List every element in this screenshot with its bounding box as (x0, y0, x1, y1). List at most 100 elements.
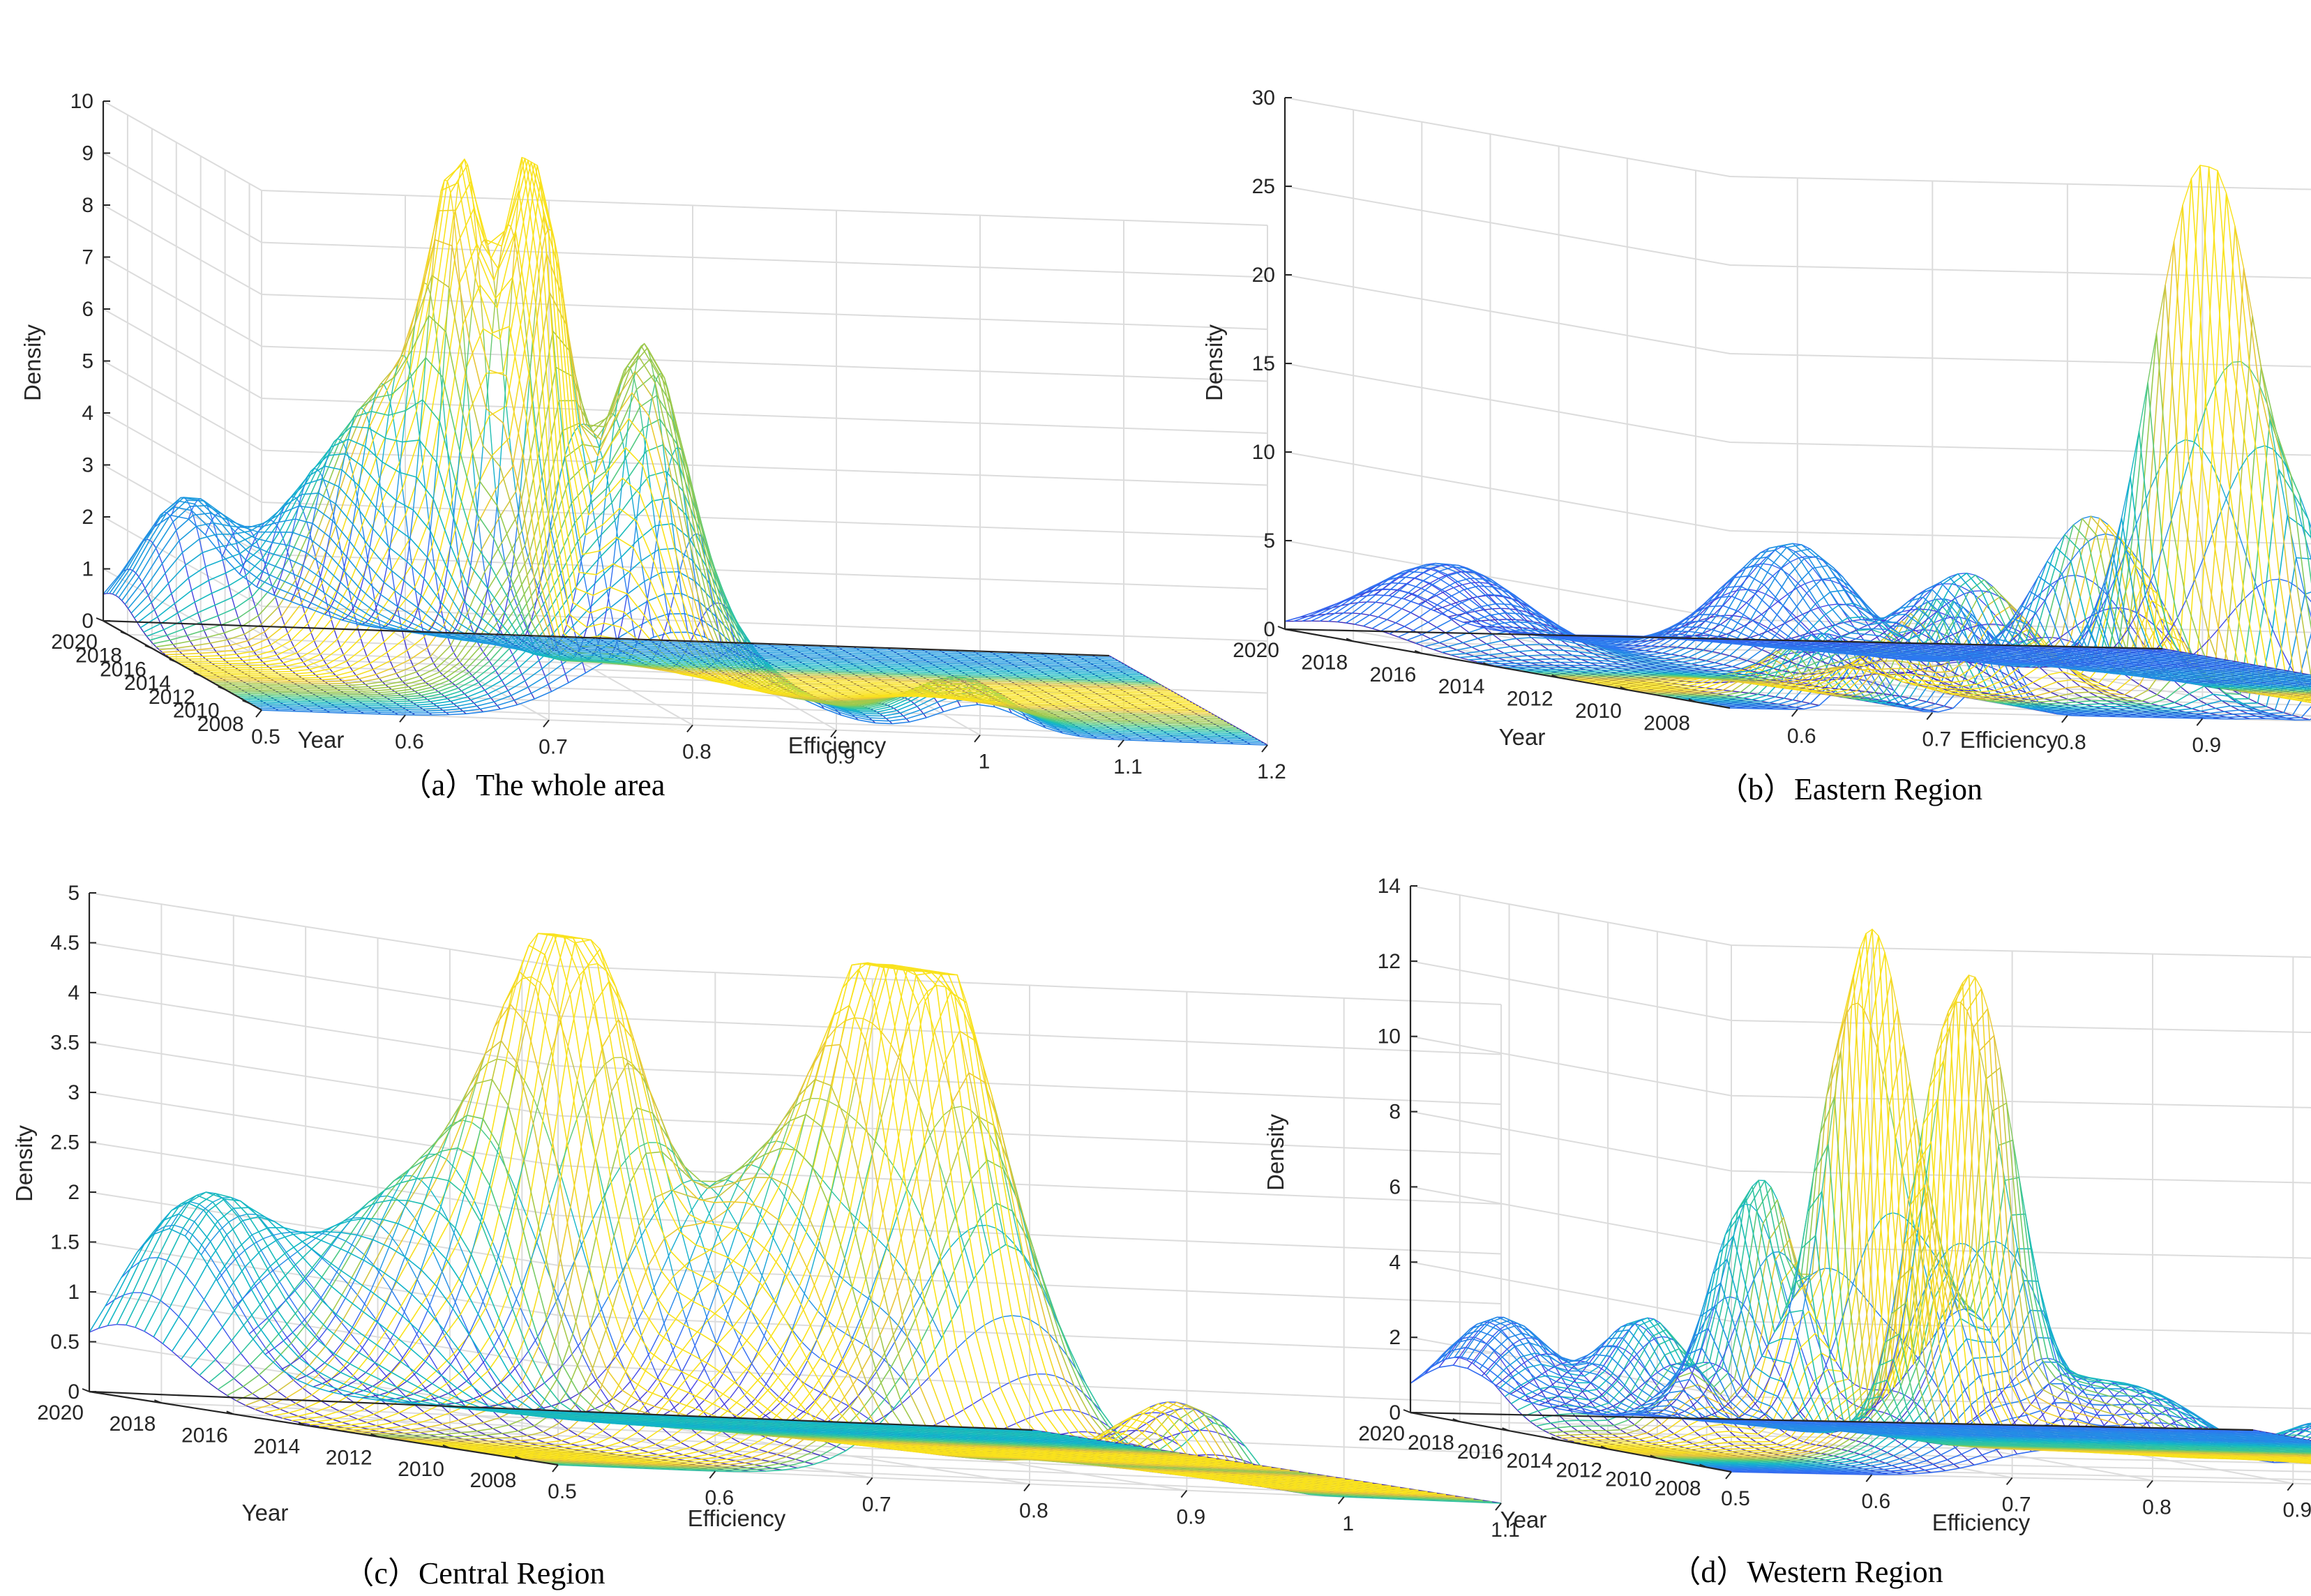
panel-a-mesh-rung (591, 502, 596, 521)
panel-a-mesh-rung (481, 686, 485, 691)
panel-a-mesh-rung (423, 557, 428, 579)
panel-a-mesh-rung (259, 549, 264, 558)
panel-a-mesh-rung (473, 513, 478, 543)
panel-a-mesh-rung (374, 603, 378, 612)
panel-b-mesh-rung (2056, 682, 2066, 688)
panel-a-mesh-rung (317, 647, 321, 655)
panel-a-mesh-rung (394, 606, 398, 615)
panel-a-mesh-rung (365, 544, 369, 564)
panel-a-mesh-rung (149, 640, 153, 645)
panel-a-mesh-rung (577, 541, 582, 559)
panel-a-mesh-rung (513, 525, 518, 555)
panel-a-mesh-rung (639, 407, 644, 428)
panel-a-mesh-rung (283, 662, 287, 667)
panel-b-mesh-rung (2215, 707, 2225, 712)
panel-a-mesh-rung (270, 520, 274, 522)
panel-a-mesh-row (221, 347, 1228, 723)
panel-b-mesh-rung (2179, 460, 2190, 491)
panel-a-mesh-rung (213, 647, 217, 653)
panel-b-mesh-rung (2185, 579, 2196, 601)
panel-a-mesh-rung (557, 559, 562, 573)
panel-a-z-tick: 10 (70, 90, 93, 113)
panel-a-mesh-rung (308, 523, 313, 539)
panel-a-mesh-rung (549, 513, 554, 532)
panel-a-x-tick: 1.1 (1113, 755, 1143, 778)
panel-a-mesh-rung (569, 602, 574, 615)
panel-a-mesh-rung (174, 603, 179, 613)
panel-a-mesh-rung (686, 515, 690, 539)
panel-a-mesh-rung (130, 612, 135, 619)
panel-a-mesh-rung (709, 604, 713, 608)
panel-a-mesh-rung (631, 497, 636, 519)
panel-a-mesh-rung (467, 566, 472, 587)
panel-a-mesh-rung (544, 676, 549, 685)
panel-a-mesh-rung (693, 627, 698, 635)
panel-a-mesh-row (137, 465, 1144, 676)
panel-a-mesh-rung (493, 505, 498, 539)
panel-a-mesh-rung (518, 513, 522, 532)
panel-a-mesh-rung (509, 437, 513, 467)
panel-a-mesh-rung (402, 410, 407, 442)
panel-a-mesh-rung (448, 246, 453, 287)
panel-a-mesh-rung (356, 589, 361, 599)
panel-a-mesh-rung (596, 438, 600, 448)
panel-a-mesh-rung (597, 439, 602, 456)
panel-a-mesh-rung (461, 690, 465, 695)
panel-a-mesh-rung (526, 377, 530, 418)
panel-a-mesh-rung (368, 564, 372, 582)
panel-a-mesh-rung (544, 228, 549, 236)
panel-a-mesh-rung (172, 521, 177, 531)
panel-a-mesh-rung (558, 400, 563, 431)
panel-a-mesh-rung (374, 388, 379, 398)
panel-a-mesh-rung (442, 331, 446, 377)
panel-a-mesh-rung (488, 333, 493, 370)
panel-a-x-tick: 0.5 (251, 725, 280, 748)
panel-a-z-tick: 0 (82, 610, 93, 633)
panel-a-mesh-rung (378, 462, 383, 486)
panel-a-ygrid (224, 170, 1231, 725)
panel-a-mesh-rung (434, 613, 439, 622)
panel-a-mesh-rung (276, 579, 280, 589)
panel-a-x-tick: 1 (979, 751, 991, 774)
panel-a-mesh-rung (652, 382, 656, 397)
panel-a-mesh-row (124, 512, 1131, 669)
panel-a-mesh-rung (405, 379, 409, 411)
panel-a-mesh-rung (606, 587, 611, 608)
panel-a-mesh-rung (431, 622, 436, 628)
panel-a-mesh-rung (586, 612, 591, 628)
panel-a-y-label: Year (298, 727, 345, 753)
panel-a-mesh-rung (610, 564, 614, 587)
panel-a-mesh-rung (529, 339, 534, 378)
panel-a-mesh-rung (586, 592, 591, 608)
panel-a-mesh-rung (638, 628, 642, 640)
panel-b-mesh-rung (1935, 703, 1945, 707)
panel-a-mesh-rung (396, 439, 400, 463)
panel-a-mesh-rung (460, 601, 465, 615)
panel-a-mesh-rung (484, 588, 488, 606)
panel-a-mesh-rung (193, 645, 197, 651)
panel-a-mesh-rung (248, 586, 253, 597)
panel-a-mesh-rung (501, 542, 506, 562)
panel-a-mesh-rung (228, 585, 233, 598)
panel-a-mesh-rung (492, 665, 497, 671)
panel-a-mesh-rung (456, 245, 460, 283)
panel-a-mesh-rung (686, 541, 690, 550)
panel-b-mesh-rung (1789, 574, 1798, 584)
panel-a-mesh-rung (375, 485, 380, 509)
panel-a-mesh-rung (617, 538, 622, 558)
panel-a-mesh-row (165, 209, 1172, 691)
panel-a-mesh-rung (484, 571, 488, 590)
panel-a-mesh-rung (679, 559, 684, 571)
panel-a-mesh-rung (194, 602, 199, 613)
panel-a-mesh-rung (370, 582, 375, 600)
panel-a-mesh-rung (412, 476, 417, 511)
panel-a-mesh-rung (446, 545, 451, 569)
panel-a-mesh-rung (481, 605, 485, 619)
panel-a-mesh-rung (548, 684, 552, 692)
panel-a-mesh-rung (476, 705, 481, 710)
panel-a-mesh-rung (624, 575, 628, 594)
panel-a-mesh-rung (956, 700, 961, 707)
panel-a-mesh-rung (354, 615, 359, 628)
panel-a-mesh-rung (414, 303, 419, 325)
panel-a-mesh-rung (202, 552, 206, 567)
